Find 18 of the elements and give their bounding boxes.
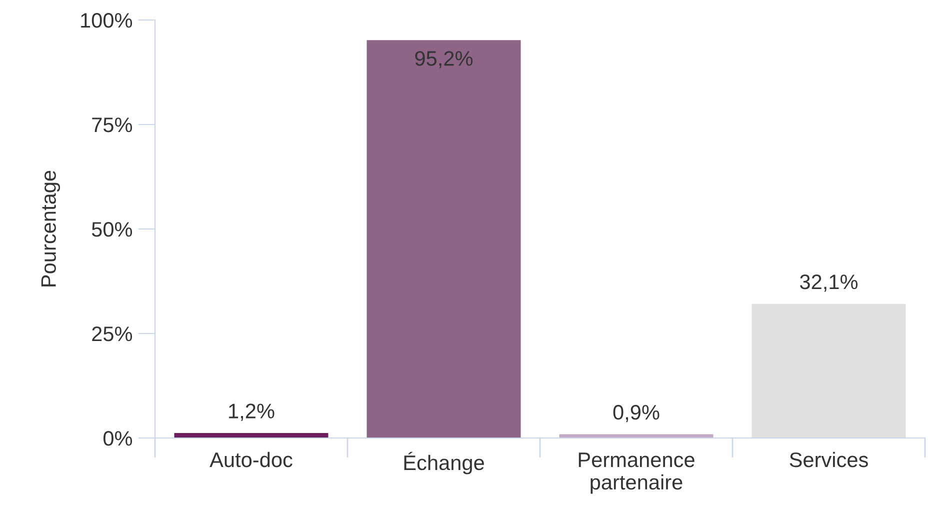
x-tick-label: Services [790,452,868,468]
y-axis-title: Pourcentage [41,170,60,286]
bar [366,40,521,438]
bar [559,434,714,438]
x-tick-label: Échange [404,452,484,474]
data-label: 1,2% [229,404,274,421]
data-label: 32,1% [800,274,858,292]
y-tick-label: 100% [81,13,132,28]
y-tick-label: 25% [92,326,132,342]
x-tick-label: Auto-doc [210,452,292,468]
data-label: 0,9% [613,404,660,422]
data-label: 95,2% [415,51,473,68]
y-tick-label: 50% [92,222,132,237]
bar [174,432,328,438]
bar [752,304,906,438]
y-tick-label: 75% [92,118,132,132]
y-tick-label: 0% [103,431,132,446]
x-tick-label: Permanence partenaire [578,452,694,494]
